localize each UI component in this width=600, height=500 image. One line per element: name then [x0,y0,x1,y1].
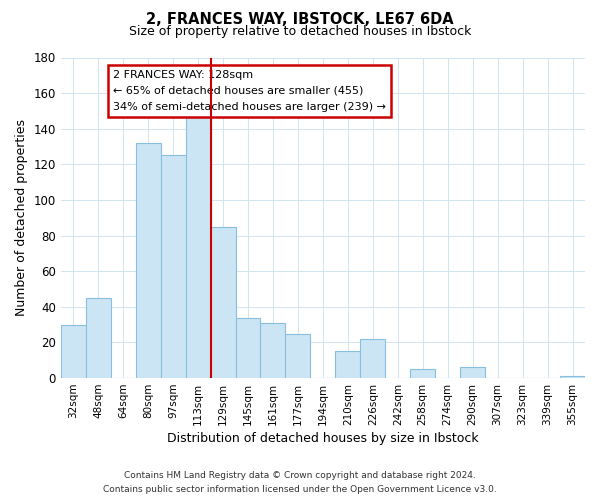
X-axis label: Distribution of detached houses by size in Ibstock: Distribution of detached houses by size … [167,432,479,445]
Bar [560,376,585,378]
Bar [286,334,310,378]
Text: 2, FRANCES WAY, IBSTOCK, LE67 6DA: 2, FRANCES WAY, IBSTOCK, LE67 6DA [146,12,454,28]
Bar [86,298,111,378]
Bar [361,339,385,378]
Text: Contains HM Land Registry data © Crown copyright and database right 2024.
Contai: Contains HM Land Registry data © Crown c… [103,472,497,494]
Bar [236,318,260,378]
Bar [410,369,435,378]
Bar [136,143,161,378]
Bar [211,226,236,378]
Y-axis label: Number of detached properties: Number of detached properties [15,120,28,316]
Text: Size of property relative to detached houses in Ibstock: Size of property relative to detached ho… [129,25,471,38]
Bar [185,114,211,378]
Bar [161,156,185,378]
Bar [335,352,361,378]
Text: 2 FRANCES WAY: 128sqm
← 65% of detached houses are smaller (455)
34% of semi-det: 2 FRANCES WAY: 128sqm ← 65% of detached … [113,70,386,112]
Bar [460,368,485,378]
Bar [61,324,86,378]
Bar [260,323,286,378]
